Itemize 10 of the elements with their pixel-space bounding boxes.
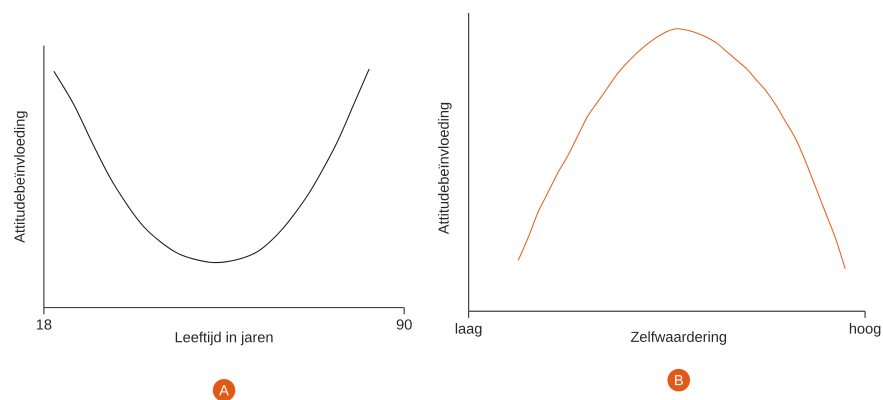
text: B (675, 375, 683, 386)
text: A (219, 385, 229, 396)
x-tick-label: laag (456, 322, 482, 337)
y-axis-title: Attitudebeïnvloeding (438, 102, 452, 234)
x-tick-label: hoog (850, 322, 880, 337)
x-tick-label: 90 (396, 319, 412, 330)
x-tick-label: 18 (36, 319, 52, 330)
x-axis-title: Zelfwaardering (630, 331, 726, 345)
x-axis-title: Leeftijd in jaren (176, 332, 273, 346)
y-axis-title: Attitudebeïnvloeding (14, 111, 28, 243)
